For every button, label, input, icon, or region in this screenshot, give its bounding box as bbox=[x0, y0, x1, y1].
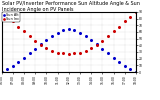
Legend: Sun Alt, Sun Inc: Sun Alt, Sun Inc bbox=[2, 12, 20, 22]
Sun Alt bbox=[113, 57, 115, 59]
Sun Inc bbox=[29, 35, 31, 37]
Sun Inc bbox=[57, 52, 59, 53]
Sun Inc bbox=[124, 21, 126, 22]
Sun Inc bbox=[40, 44, 42, 45]
Sun Inc bbox=[101, 40, 103, 41]
Sun Alt bbox=[23, 57, 25, 59]
Sun Inc bbox=[107, 35, 109, 37]
Sun Alt bbox=[107, 53, 109, 54]
Sun Alt bbox=[17, 61, 19, 63]
Sun Alt bbox=[90, 39, 92, 41]
Sun Inc bbox=[79, 52, 81, 53]
Text: Solar PV/Inverter Performance Sun Altitude Angle & Sun Incidence Angle on PV Pan: Solar PV/Inverter Performance Sun Altitu… bbox=[2, 1, 140, 12]
Sun Inc bbox=[34, 40, 36, 41]
Sun Inc bbox=[62, 53, 64, 54]
Sun Inc bbox=[118, 26, 120, 27]
Line: Sun Inc: Sun Inc bbox=[1, 11, 137, 55]
Line: Sun Alt: Sun Alt bbox=[1, 28, 137, 73]
Sun Inc bbox=[68, 53, 70, 55]
Sun Inc bbox=[23, 31, 25, 32]
Sun Alt bbox=[129, 69, 131, 70]
Sun Alt bbox=[29, 53, 31, 54]
Sun Inc bbox=[45, 47, 47, 49]
Sun Alt bbox=[51, 35, 53, 37]
Sun Alt bbox=[6, 69, 8, 70]
Sun Inc bbox=[17, 26, 19, 27]
Sun Inc bbox=[51, 50, 53, 51]
Sun Alt bbox=[62, 29, 64, 31]
Sun Alt bbox=[68, 28, 70, 29]
Sun Alt bbox=[79, 32, 81, 33]
Sun Alt bbox=[73, 29, 75, 31]
Sun Inc bbox=[12, 21, 14, 22]
Sun Alt bbox=[85, 35, 87, 37]
Sun Alt bbox=[135, 71, 137, 73]
Sun Alt bbox=[96, 43, 98, 45]
Sun Alt bbox=[124, 65, 126, 67]
Sun Inc bbox=[113, 31, 115, 32]
Sun Alt bbox=[57, 32, 59, 33]
Sun Inc bbox=[85, 50, 87, 51]
Sun Alt bbox=[34, 48, 36, 49]
Sun Inc bbox=[73, 53, 75, 54]
Sun Alt bbox=[118, 61, 120, 63]
Sun Inc bbox=[129, 16, 131, 17]
Sun Alt bbox=[40, 43, 42, 45]
Sun Inc bbox=[90, 47, 92, 49]
Sun Alt bbox=[101, 48, 103, 49]
Sun Inc bbox=[96, 44, 98, 45]
Sun Inc bbox=[135, 11, 137, 13]
Sun Inc bbox=[6, 16, 8, 17]
Sun Alt bbox=[45, 39, 47, 41]
Sun Alt bbox=[1, 71, 3, 73]
Sun Inc bbox=[1, 11, 3, 13]
Sun Alt bbox=[12, 65, 14, 67]
